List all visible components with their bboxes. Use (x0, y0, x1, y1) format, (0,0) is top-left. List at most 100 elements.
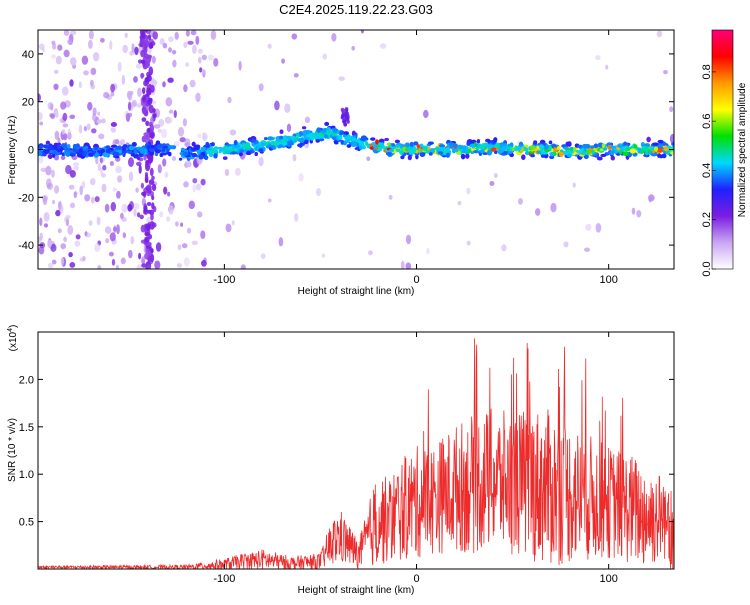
heatmap-noise-cell (274, 100, 280, 111)
heatmap-ridge-cell (487, 139, 491, 144)
heatmap-noise-cell (207, 54, 215, 61)
heatmap-noise-cell (493, 173, 498, 178)
heatmap-y-axis-label: Frequency (Hz) (7, 116, 18, 185)
heatmap-ridge-cell (351, 141, 358, 147)
heatmap-noise-cell (278, 237, 284, 247)
heatmap-noise-cell (121, 203, 128, 213)
heatmap-noise-cell (51, 259, 57, 265)
heatmap-ridge-cell (208, 153, 214, 157)
heatmap-ridge-cell (448, 142, 455, 147)
heatmap-ridge-cell (159, 153, 164, 157)
heatmap-ridge-cell (361, 135, 367, 141)
colorbar-tick-label: 0.4 (701, 163, 713, 178)
heatmap-ridge-cell (155, 149, 162, 153)
heatmap-ridge-cell (300, 138, 305, 144)
heatmap-ridge-cell (640, 142, 645, 148)
heatmap-ridge-cell (233, 147, 239, 152)
heatmap-noise-cell (110, 201, 117, 212)
heatmap-ridge-cell (596, 156, 603, 161)
heatmap-noise-cell (183, 41, 188, 49)
heatmap-streak-cell (140, 59, 146, 64)
heatmap-ridge-cell (324, 121, 330, 126)
heatmap-noise-cell (85, 232, 91, 238)
heatmap-bump-cell (342, 108, 347, 113)
heatmap-noise-cell (153, 124, 161, 129)
heatmap-noise-cell (122, 232, 127, 239)
heatmap-ridge-cell (302, 126, 307, 130)
heatmap-noise-cell (177, 244, 182, 251)
heatmap-ridge-cell (233, 140, 238, 146)
heatmap-ridge-cell (94, 146, 98, 150)
heatmap-ridge-cell (267, 136, 274, 141)
heatmap-ridge-cell (191, 153, 197, 158)
heatmap-ridge-cell (557, 146, 561, 149)
heatmap-ridge-cell (57, 144, 61, 150)
heatmap-ridge-cell (493, 137, 498, 142)
heatmap-ridge-cell (465, 153, 470, 159)
heatmap-noise-cell (351, 46, 356, 51)
heatmap-noise-cell (563, 241, 569, 248)
heatmap-ridge-cell (558, 151, 564, 157)
heatmap-streak-cell (148, 179, 155, 185)
heatmap-noise-cell (423, 109, 429, 119)
heatmap-noise-cell (69, 57, 77, 66)
heatmap-noise-cell (122, 44, 128, 54)
heatmap-ridge-cell (334, 141, 339, 145)
heatmap-noise-cell (99, 157, 103, 164)
heatmap-noise-cell (518, 198, 523, 205)
snr-multiplier-close: ) (8, 325, 19, 328)
heatmap-streak-cell (145, 163, 151, 172)
heatmap-noise-cell (595, 223, 602, 233)
heatmap-noise-cell (125, 112, 131, 122)
heatmap-ridge-cell (375, 139, 379, 145)
heatmap-noise-cell (53, 83, 59, 91)
heatmap-x-ticks: -100 0 100 (213, 30, 618, 286)
heatmap-noise-cell (82, 255, 86, 261)
heatmap-streak-cell (146, 223, 151, 232)
heatmap-noise-cell (104, 226, 112, 234)
heatmap-ridge-cell (610, 155, 615, 161)
snr-y-tick-label: 0.5 (19, 517, 34, 529)
heatmap-ridge-cell (84, 145, 89, 149)
heatmap-noise-cell (187, 40, 194, 45)
heatmap-noise-cell (197, 211, 203, 218)
heatmap-noise-cell (117, 61, 122, 72)
heatmap-noise-cell (116, 224, 120, 235)
colorbar-tick-label: 0.0 (701, 261, 713, 276)
snr-multiplier-exp: 4 (7, 328, 14, 332)
heatmap-noise-cell (78, 81, 83, 89)
heatmap-ridge-cell (273, 141, 280, 146)
heatmap-noise-cell (321, 253, 326, 258)
heatmap-streak-cell (151, 202, 155, 210)
heatmap-noise-cell (636, 210, 642, 218)
heatmap-noise-cell (51, 169, 55, 178)
heatmap-noise-cell (38, 112, 43, 121)
heatmap-noise-cell (128, 249, 133, 259)
heatmap-noise-cell (103, 91, 110, 99)
heatmap-ridge-cell (582, 144, 588, 149)
heatmap-noise-cell (117, 175, 123, 183)
heatmap-ridge-cell (365, 141, 369, 146)
heatmap-noise-cell (60, 243, 66, 250)
heatmap-ridge-cell (563, 146, 569, 150)
heatmap-noise-cell (40, 167, 47, 172)
heatmap-streak-cell (141, 263, 148, 268)
heatmap-ridge-cell (541, 154, 546, 158)
heatmap-ridge-cell (315, 139, 320, 143)
heatmap-streak-cell (144, 30, 148, 33)
heatmap-noise-cell (669, 106, 674, 113)
heatmap-ridge-cell (245, 144, 251, 150)
heatmap-noise-cell (405, 234, 412, 245)
heatmap-ridge-cell (45, 140, 51, 145)
heatmap-noise-cell (105, 238, 110, 244)
heatmap-ridge-cell (438, 144, 446, 148)
heatmap-noise-cell (69, 170, 76, 178)
heatmap-noise-cell (201, 68, 206, 74)
heatmap-ridge-cell (566, 149, 572, 154)
heatmap-ridge-cell (167, 145, 174, 150)
heatmap-ridge-cell (88, 152, 94, 157)
heatmap-ridge-cell (427, 147, 431, 151)
heatmap-noise-cell (181, 243, 188, 249)
heatmap-ridge-cell (324, 134, 329, 139)
heatmap-noise-cell (155, 242, 162, 252)
